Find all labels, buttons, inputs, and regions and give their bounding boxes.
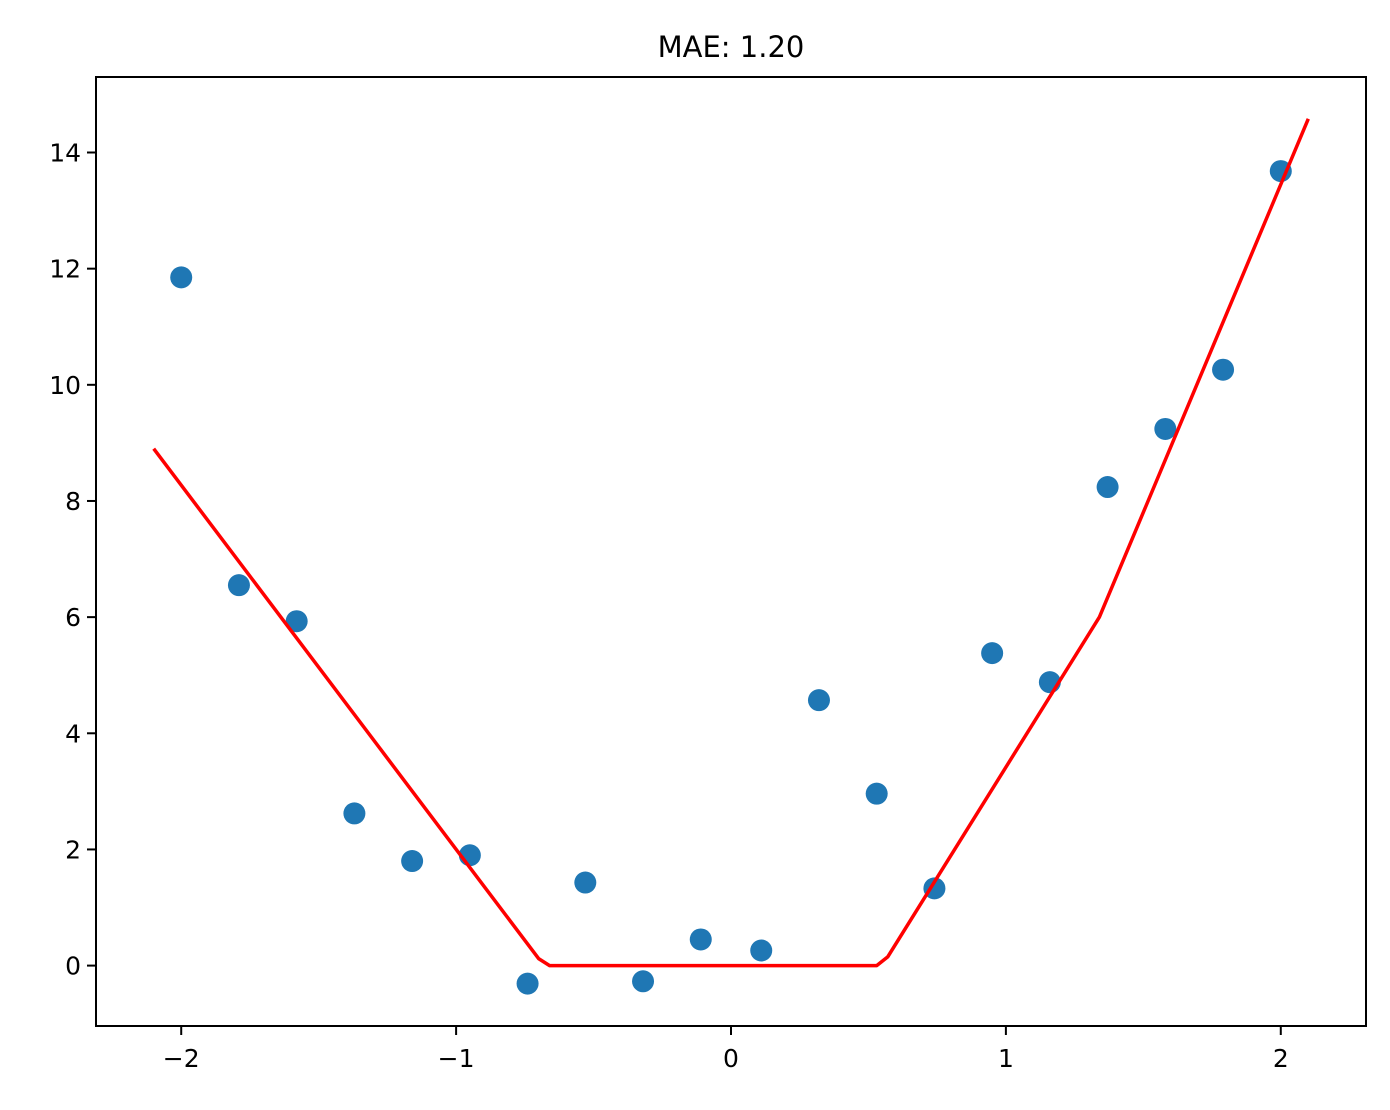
scatter-point (343, 802, 366, 825)
x-tick-label: −2 (163, 1044, 200, 1073)
y-tick-label: 2 (65, 835, 81, 864)
scatter-point (1269, 160, 1292, 183)
scatter-point (401, 850, 424, 873)
chart-title: MAE: 1.20 (658, 30, 805, 64)
scatter-point (689, 928, 712, 951)
x-tick-label: 2 (1273, 1044, 1289, 1073)
scatter-point (574, 871, 597, 894)
y-tick-label: 10 (49, 371, 81, 400)
x-tick-label: 0 (723, 1044, 739, 1073)
x-tick-label: −1 (438, 1044, 475, 1073)
scatter-point (170, 266, 193, 289)
y-axis: 0 2 4 6 8 10 12 14 (49, 139, 96, 981)
x-tick-label: 1 (998, 1044, 1014, 1073)
scatter-point (516, 972, 539, 995)
scatter-point (981, 642, 1004, 665)
scatter-point (285, 610, 308, 633)
y-tick-label: 6 (65, 603, 81, 632)
axes-frame (95, 76, 1367, 1027)
scatter-point (750, 939, 773, 962)
y-tick-label: 12 (49, 255, 81, 284)
scatter-point (1154, 417, 1177, 440)
scatter-point (632, 970, 655, 993)
x-axis: −2 −1 0 1 2 (163, 1026, 1289, 1073)
scatter-point (865, 782, 888, 805)
scatter-point (807, 689, 830, 712)
fit-line (152, 118, 1310, 968)
scatter-point (1212, 358, 1235, 381)
y-tick-label: 8 (65, 487, 81, 516)
y-tick-label: 4 (65, 719, 81, 748)
scatter-point (227, 574, 250, 597)
plot-area (152, 118, 1310, 995)
y-tick-label: 14 (49, 139, 81, 168)
y-tick-label: 0 (65, 952, 81, 981)
scatter-point (1096, 476, 1119, 499)
